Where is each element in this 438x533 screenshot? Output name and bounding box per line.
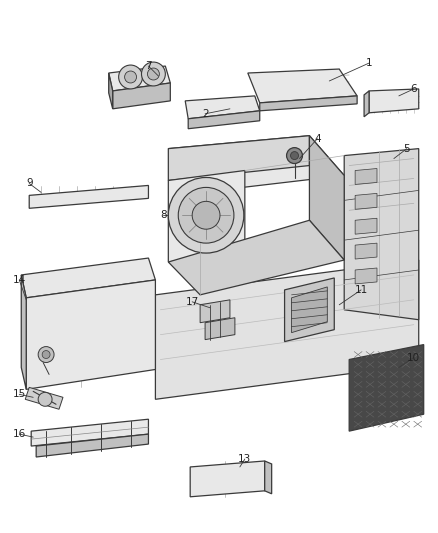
Circle shape <box>290 151 298 159</box>
Text: 17: 17 <box>186 297 199 307</box>
Polygon shape <box>21 258 155 298</box>
Polygon shape <box>21 275 26 389</box>
Polygon shape <box>260 96 357 111</box>
Polygon shape <box>29 185 148 208</box>
Polygon shape <box>188 111 260 129</box>
Polygon shape <box>292 287 327 333</box>
Polygon shape <box>113 83 170 109</box>
Polygon shape <box>168 136 309 181</box>
Circle shape <box>124 71 137 83</box>
Polygon shape <box>355 268 377 284</box>
Polygon shape <box>168 220 344 295</box>
Text: 1: 1 <box>366 58 372 68</box>
Text: 7: 7 <box>145 61 152 71</box>
Polygon shape <box>31 419 148 446</box>
Polygon shape <box>355 218 377 234</box>
Text: 14: 14 <box>13 275 26 285</box>
Text: 8: 8 <box>160 210 167 220</box>
Circle shape <box>178 188 234 243</box>
Text: 9: 9 <box>26 179 32 189</box>
Polygon shape <box>265 461 272 494</box>
Circle shape <box>192 201 220 229</box>
Circle shape <box>141 62 165 86</box>
Text: 5: 5 <box>403 143 410 154</box>
Polygon shape <box>190 461 265 497</box>
Circle shape <box>168 177 244 253</box>
Circle shape <box>38 346 54 362</box>
Text: 11: 11 <box>354 285 368 295</box>
Polygon shape <box>155 260 419 399</box>
Polygon shape <box>349 345 424 431</box>
Text: 13: 13 <box>238 454 251 464</box>
Polygon shape <box>200 300 230 322</box>
Text: 15: 15 <box>13 389 26 399</box>
Polygon shape <box>168 171 245 262</box>
Circle shape <box>286 148 303 164</box>
Polygon shape <box>355 193 377 209</box>
Circle shape <box>119 65 142 89</box>
Polygon shape <box>36 434 148 457</box>
Text: 4: 4 <box>314 134 321 144</box>
Text: 10: 10 <box>407 352 420 362</box>
Circle shape <box>38 392 52 406</box>
Polygon shape <box>344 149 419 320</box>
Polygon shape <box>25 387 63 409</box>
Text: 2: 2 <box>202 109 208 119</box>
Polygon shape <box>364 91 369 117</box>
Text: 16: 16 <box>13 429 26 439</box>
Polygon shape <box>309 136 344 260</box>
Polygon shape <box>285 278 334 342</box>
Text: 6: 6 <box>410 84 417 94</box>
Circle shape <box>42 351 50 359</box>
Polygon shape <box>355 243 377 259</box>
Polygon shape <box>26 280 155 389</box>
Polygon shape <box>248 69 357 103</box>
Polygon shape <box>355 168 377 184</box>
Polygon shape <box>168 136 344 192</box>
Polygon shape <box>109 73 113 109</box>
Polygon shape <box>185 96 260 119</box>
Circle shape <box>148 68 159 80</box>
Polygon shape <box>205 318 235 340</box>
Polygon shape <box>369 89 419 113</box>
Polygon shape <box>109 66 170 91</box>
